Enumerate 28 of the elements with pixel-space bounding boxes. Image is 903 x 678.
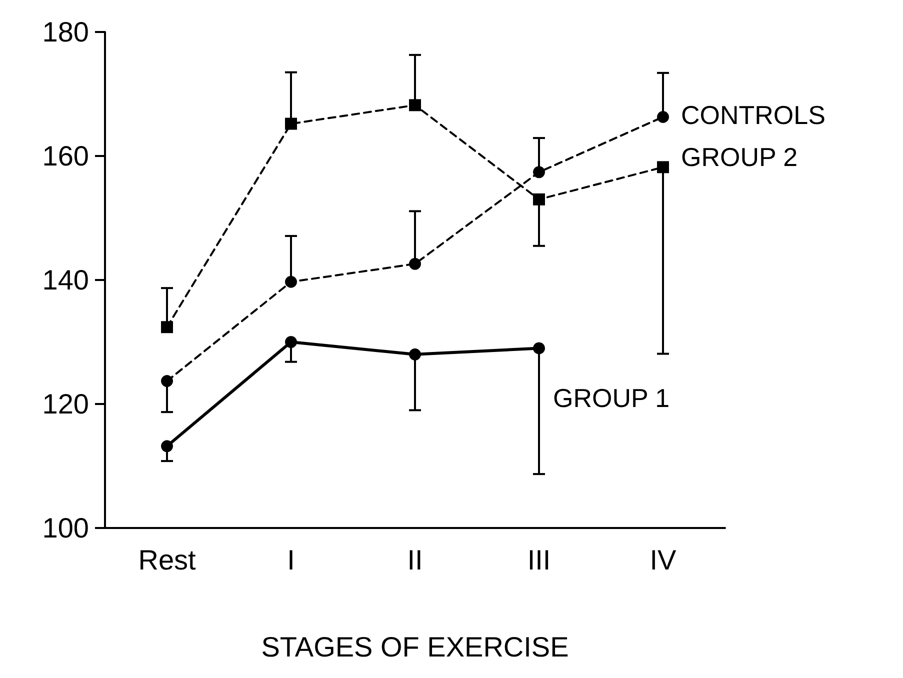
point: [533, 342, 545, 354]
point: [409, 99, 421, 112]
series-label: GROUP 2: [681, 142, 798, 172]
x-tick-label: I: [287, 544, 295, 576]
x-tick-label: III: [527, 544, 551, 576]
y-tick-label: 120: [42, 388, 89, 420]
x-tick-label: II: [407, 544, 423, 576]
x-tick-label: IV: [650, 544, 677, 576]
y-tick-label: 100: [42, 512, 89, 544]
y-tick-label: 180: [42, 16, 89, 48]
series-label: CONTROLS: [681, 100, 826, 130]
point: [285, 336, 297, 348]
point: [161, 440, 173, 452]
point: [657, 161, 669, 174]
point: [409, 348, 421, 360]
point: [161, 375, 173, 388]
y-tick-label: 140: [42, 264, 89, 296]
point: [533, 193, 545, 206]
point: [533, 166, 545, 178]
point: [285, 276, 297, 288]
y-tick-label: 160: [42, 140, 89, 172]
point: [409, 258, 421, 270]
series-label: GROUP 1: [553, 383, 670, 414]
point: [657, 110, 669, 123]
x-axis-title: STAGES OF EXERCISE: [261, 632, 569, 662]
point: [285, 118, 297, 130]
point: [161, 321, 173, 334]
x-tick-label: Rest: [138, 544, 196, 576]
